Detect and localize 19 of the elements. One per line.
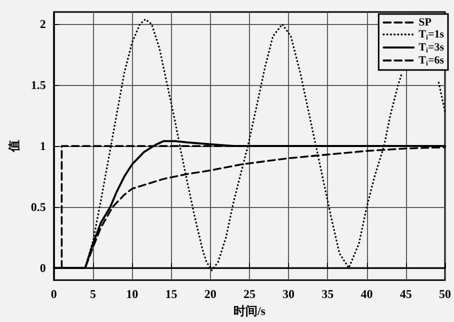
x-tick-label: 5 — [90, 287, 96, 302]
x-axis-title: 时间/s — [233, 304, 266, 318]
x-tick-label: 15 — [165, 287, 178, 302]
y-tick-label: 0 — [40, 260, 46, 275]
x-tick-label: 25 — [243, 287, 256, 302]
x-tick-label: 45 — [400, 287, 412, 302]
legend-label: SP — [418, 16, 432, 28]
y-tick-label: 0.5 — [30, 200, 46, 214]
x-tick-label: 20 — [204, 287, 216, 302]
x-tick-label: 0 — [50, 287, 57, 302]
x-tick-label: 35 — [322, 287, 334, 302]
x-tick-label: 40 — [360, 287, 373, 302]
y-tick-label: 1 — [40, 139, 46, 154]
y-axis-title: 值 — [7, 140, 21, 154]
y-tick-label: 1.5 — [30, 78, 46, 92]
x-tick-label: 30 — [282, 287, 295, 302]
x-tick-label: 10 — [126, 287, 138, 302]
y-tick-label: 2 — [40, 17, 46, 32]
x-tick-label: 50 — [439, 287, 451, 302]
